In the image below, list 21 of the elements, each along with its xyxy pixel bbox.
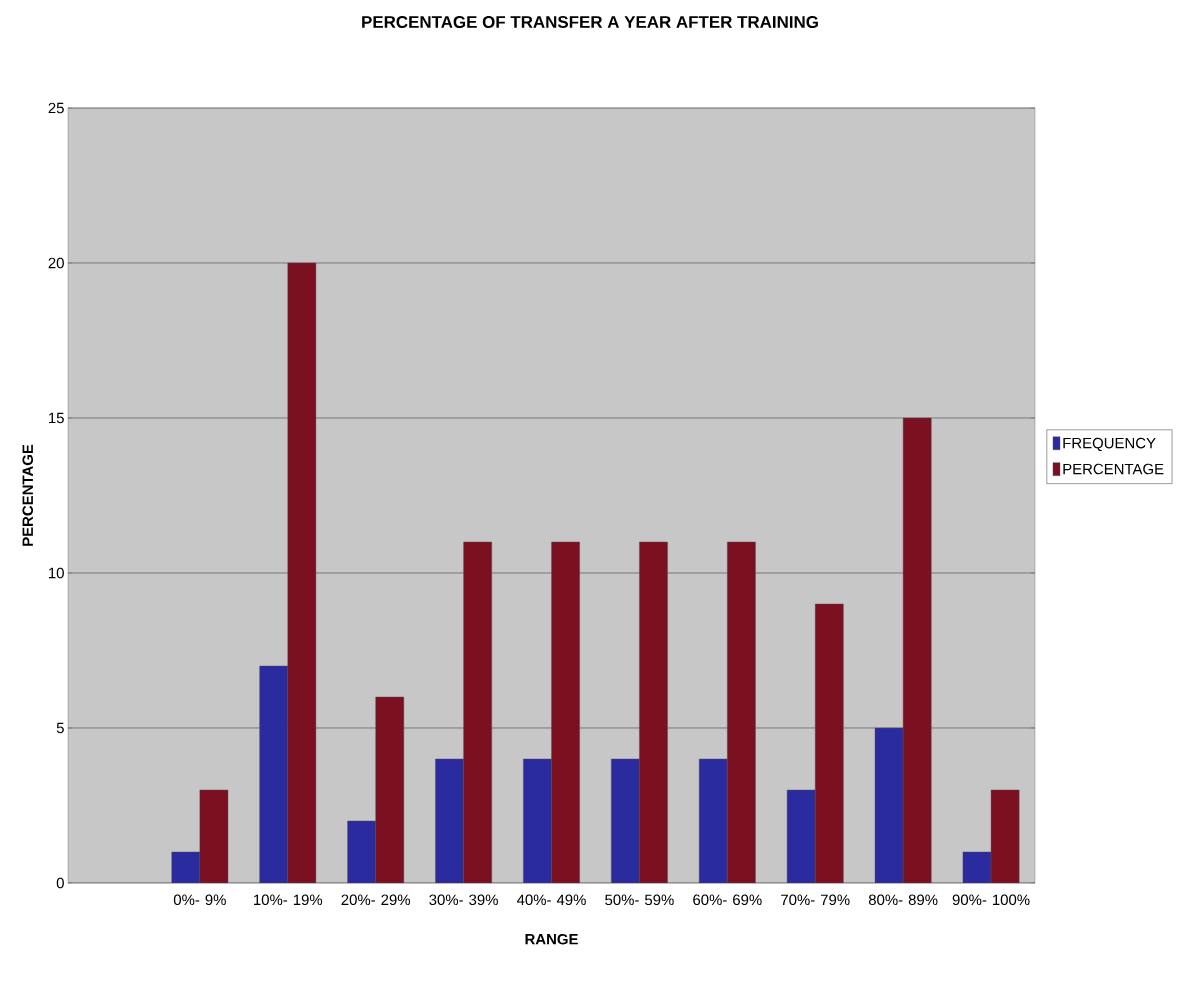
y-tick-label: 5	[56, 722, 64, 734]
y-tick-label: 20	[48, 257, 64, 269]
x-tick-label: 0%- 9%	[173, 894, 226, 906]
x-tick-label: 30%- 39%	[429, 894, 498, 906]
x-tick-label: 80%- 89%	[868, 894, 938, 906]
x-tick-label: 60%- 69%	[693, 894, 762, 906]
x-tick-label: 70%- 79%	[781, 894, 850, 906]
y-axis-title: PERCENTAGE	[22, 444, 34, 546]
x-tick-label: 40%- 49%	[516, 894, 586, 906]
legend-label: PERCENTAGE	[1063, 463, 1164, 475]
y-tick-label: 0	[56, 877, 64, 889]
x-tick-label: 10%- 19%	[254, 894, 323, 906]
x-tick-label: 50%- 59%	[605, 894, 674, 906]
y-tick-label: 10	[49, 567, 64, 579]
x-axis-title: RANGE	[525, 933, 578, 945]
x-tick-label: 90%- 100%	[952, 894, 1030, 906]
x-tick-label: 20%- 29%	[341, 894, 411, 906]
legend-label: FREQUENCY	[1063, 437, 1156, 452]
chart-title: PERCENTAGE OF TRANSFER A YEAR AFTER TRAINING	[362, 15, 818, 28]
y-tick-label: 15	[49, 412, 64, 424]
y-tick-label: 25	[48, 102, 64, 114]
